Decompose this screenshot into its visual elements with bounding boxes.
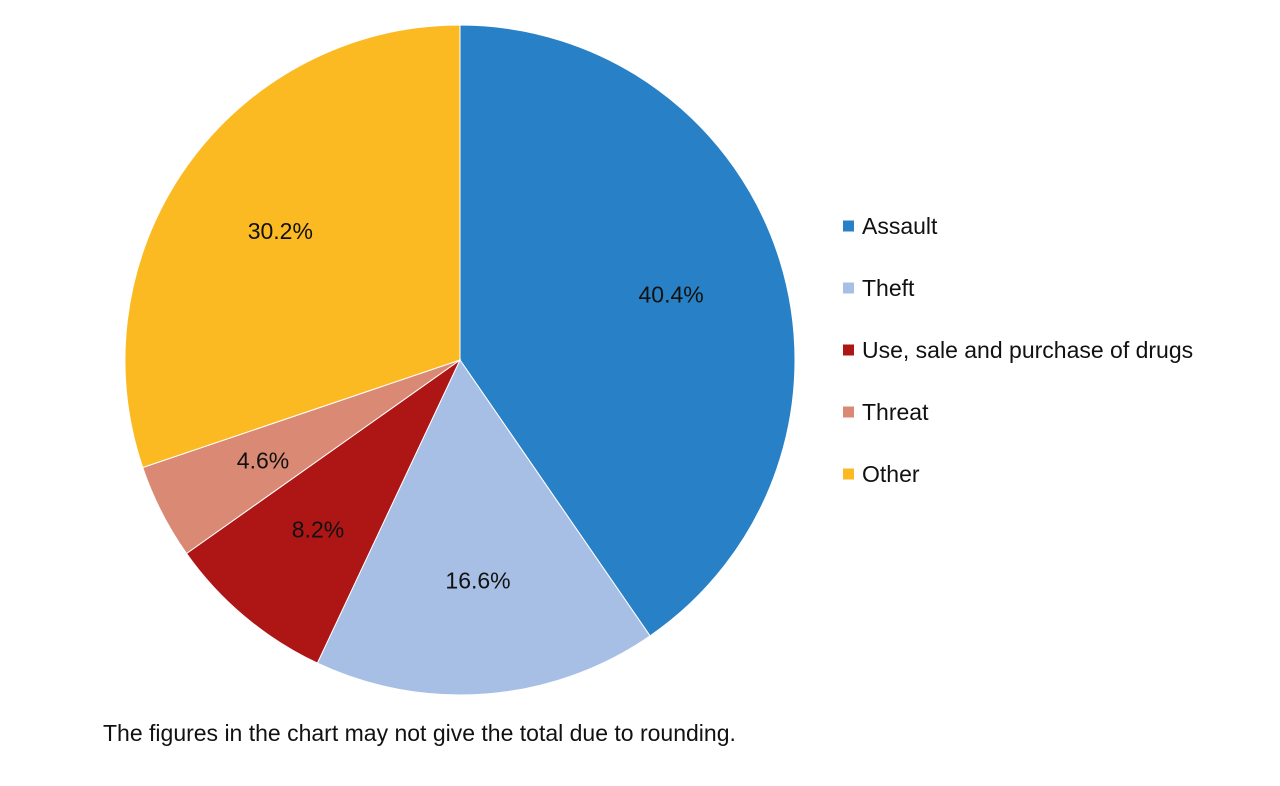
pie-slice-labels: 40.4% 16.6% 8.2% 4.6% 30.2%: [237, 218, 704, 593]
data-label-threat: 4.6%: [237, 447, 289, 473]
legend-label-assault: Assault: [862, 213, 938, 239]
legend-label-other: Other: [862, 461, 920, 487]
data-label-use-sale-and-purchase-of-drugs: 8.2%: [292, 516, 344, 542]
legend-label-threat: Threat: [862, 399, 929, 425]
chart-legend: Assault Theft Use, sale and purchase of dr…: [843, 213, 1193, 487]
chart-footnote: The figures in the chart may not give th…: [103, 720, 736, 746]
data-label-theft: 16.6%: [445, 567, 510, 593]
legend-swatch-threat: [843, 406, 854, 418]
pie-slice-use-sale-and-purchase-of-drugs: [185, 358, 462, 664]
pie-slices: [124, 24, 796, 696]
data-label-assault: 40.4%: [639, 281, 704, 307]
legend-label-use-sale-and-purchase-of-drugs: Use, sale and purchase of drugs: [862, 337, 1193, 363]
pie-slice-theft: [316, 358, 651, 696]
legend-swatch-use-sale-and-purchase-of-drugs: [843, 344, 854, 356]
legend-label-theft: Theft: [862, 275, 915, 301]
legend-swatch-theft: [843, 282, 854, 294]
legend-swatch-other: [843, 468, 854, 480]
pie-slice-assault: [459, 24, 796, 637]
pie-slice-other: [124, 24, 461, 469]
legend-swatch-assault: [843, 220, 854, 232]
data-label-other: 30.2%: [248, 218, 313, 244]
